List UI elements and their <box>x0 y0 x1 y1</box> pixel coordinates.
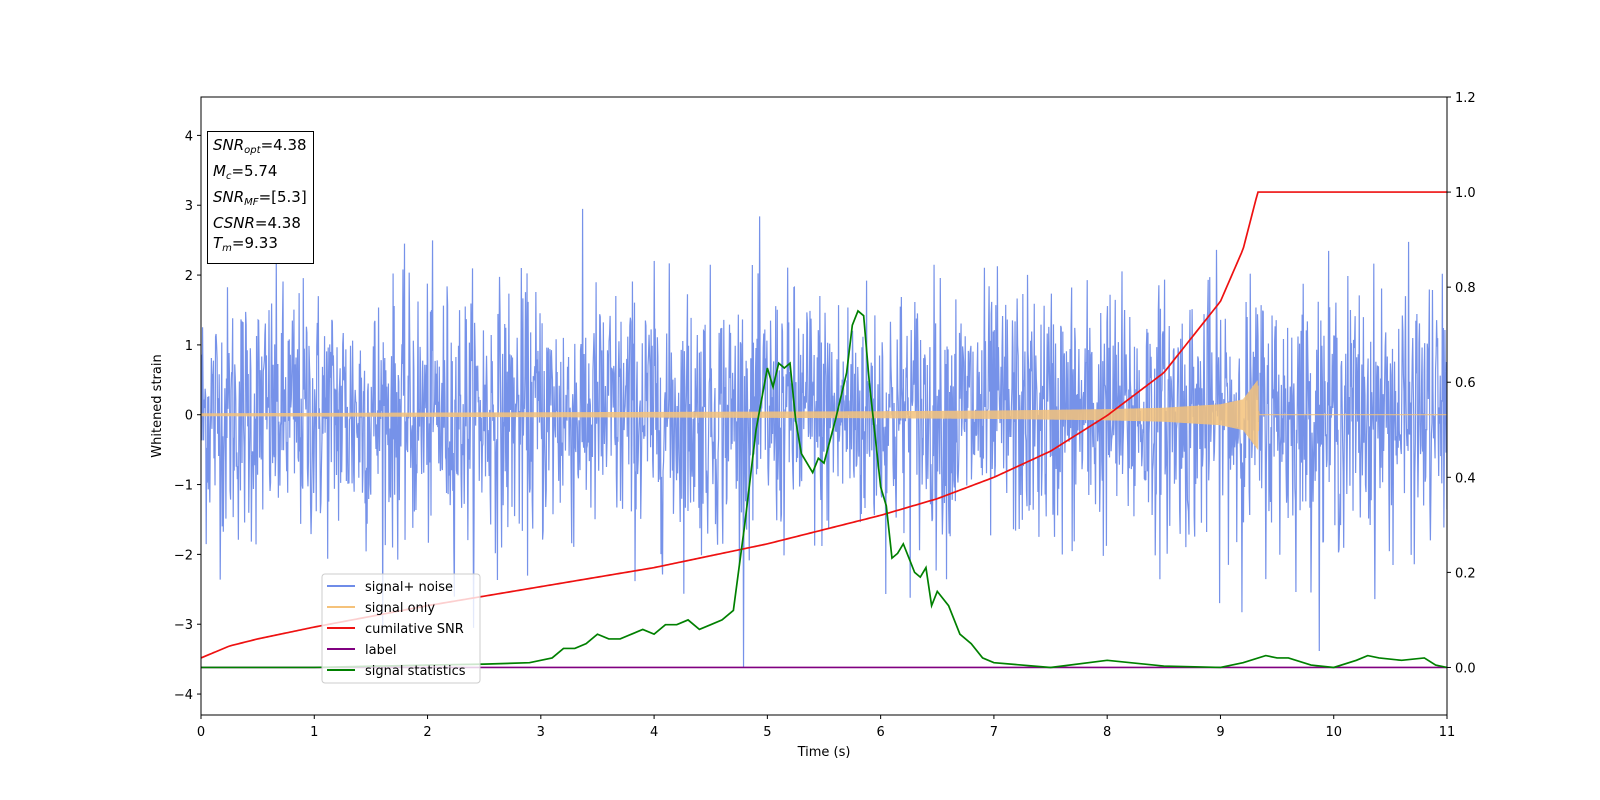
y-tick-label: 1 <box>185 339 193 354</box>
x-tick-label: 7 <box>990 725 998 740</box>
x-tick-label: 9 <box>1216 725 1224 740</box>
x-tick-label: 5 <box>763 725 771 740</box>
snr-mf-symbol: SNR <box>213 188 245 206</box>
y2-tick-label: 0.4 <box>1455 471 1476 486</box>
y-tick-label: −1 <box>174 479 193 494</box>
tm-symbol: T <box>213 234 223 252</box>
y2-tick-label: 1.2 <box>1455 91 1476 106</box>
series-signal-statistics <box>201 309 1447 669</box>
legend-label: label <box>365 643 396 658</box>
x-tick-label: 6 <box>876 725 884 740</box>
y-tick-label: 2 <box>185 269 193 284</box>
mc-value: =5.74 <box>231 162 278 180</box>
y-tick-label: 0 <box>185 409 193 424</box>
csnr-value: =4.38 <box>254 214 301 232</box>
y-axis-right: 0.0 0.2 0.4 0.6 0.8 1.0 1.2 <box>1447 91 1476 676</box>
x-tick-label: 4 <box>650 725 658 740</box>
snr-mf-line: SNRMF=[5.3] <box>213 187 307 213</box>
x-tick-label: 10 <box>1325 725 1342 740</box>
x-tick-label: 11 <box>1439 725 1456 740</box>
x-tick-label: 1 <box>310 725 318 740</box>
x-axis-label: Time (s) <box>797 745 851 760</box>
legend-label: signal only <box>365 601 435 616</box>
series-signal-only <box>201 380 1447 450</box>
x-tick-label: 3 <box>537 725 545 740</box>
mc-symbol: M <box>213 162 226 180</box>
y-tick-label: −3 <box>174 618 193 633</box>
y2-tick-label: 0.6 <box>1455 376 1476 391</box>
legend-label: cumilative SNR <box>365 622 464 637</box>
legend: signal+ noise signal only cumilative SNR la… <box>321 573 481 684</box>
snr-mf-value: =[5.3] <box>258 188 307 206</box>
mc-subscript: c <box>225 171 232 182</box>
y-tick-label: 3 <box>185 199 193 214</box>
y-axis-left: −4 −3 −2 −1 0 1 2 3 4 <box>174 129 201 703</box>
x-tick-label: 0 <box>197 725 205 740</box>
x-axis: 0 1 2 3 4 5 6 7 8 9 10 11 <box>197 715 1455 740</box>
y2-tick-label: 0.2 <box>1455 566 1476 581</box>
y-axis-label: Whitened strain <box>150 354 165 457</box>
tm-value: =9.33 <box>231 234 278 252</box>
mc-line: Mc=5.74 <box>213 161 307 187</box>
csnr-symbol: CSNR <box>213 214 255 232</box>
series-signal-noise <box>201 208 1447 668</box>
y-tick-label: 4 <box>185 129 193 144</box>
x-tick-label: 8 <box>1103 725 1111 740</box>
tm-subscript: m <box>222 243 232 254</box>
legend-box <box>321 573 481 684</box>
snr-opt-value: =4.38 <box>260 136 307 154</box>
y2-tick-label: 1.0 <box>1455 186 1476 201</box>
y-tick-label: −2 <box>174 548 193 563</box>
axes-frame <box>200 96 1448 716</box>
csnr-line: CSNR=4.38 <box>213 213 307 233</box>
legend-label: signal+ noise <box>365 580 453 595</box>
y2-tick-label: 0.0 <box>1455 661 1476 676</box>
legend-label: signal statistics <box>365 664 466 679</box>
y2-tick-label: 0.8 <box>1455 281 1476 296</box>
tm-line: Tm=9.33 <box>213 233 307 259</box>
y-tick-label: −4 <box>174 688 193 703</box>
stats-box: SNRopt=4.38 Mc=5.74 SNRMF=[5.3] CSNR=4.3… <box>207 131 314 264</box>
snr-opt-subscript: opt <box>244 145 261 156</box>
x-tick-label: 2 <box>423 725 431 740</box>
snr-opt-line: SNRopt=4.38 <box>213 135 307 161</box>
snr-opt-symbol: SNR <box>213 136 245 154</box>
snr-mf-subscript: MF <box>244 197 259 208</box>
